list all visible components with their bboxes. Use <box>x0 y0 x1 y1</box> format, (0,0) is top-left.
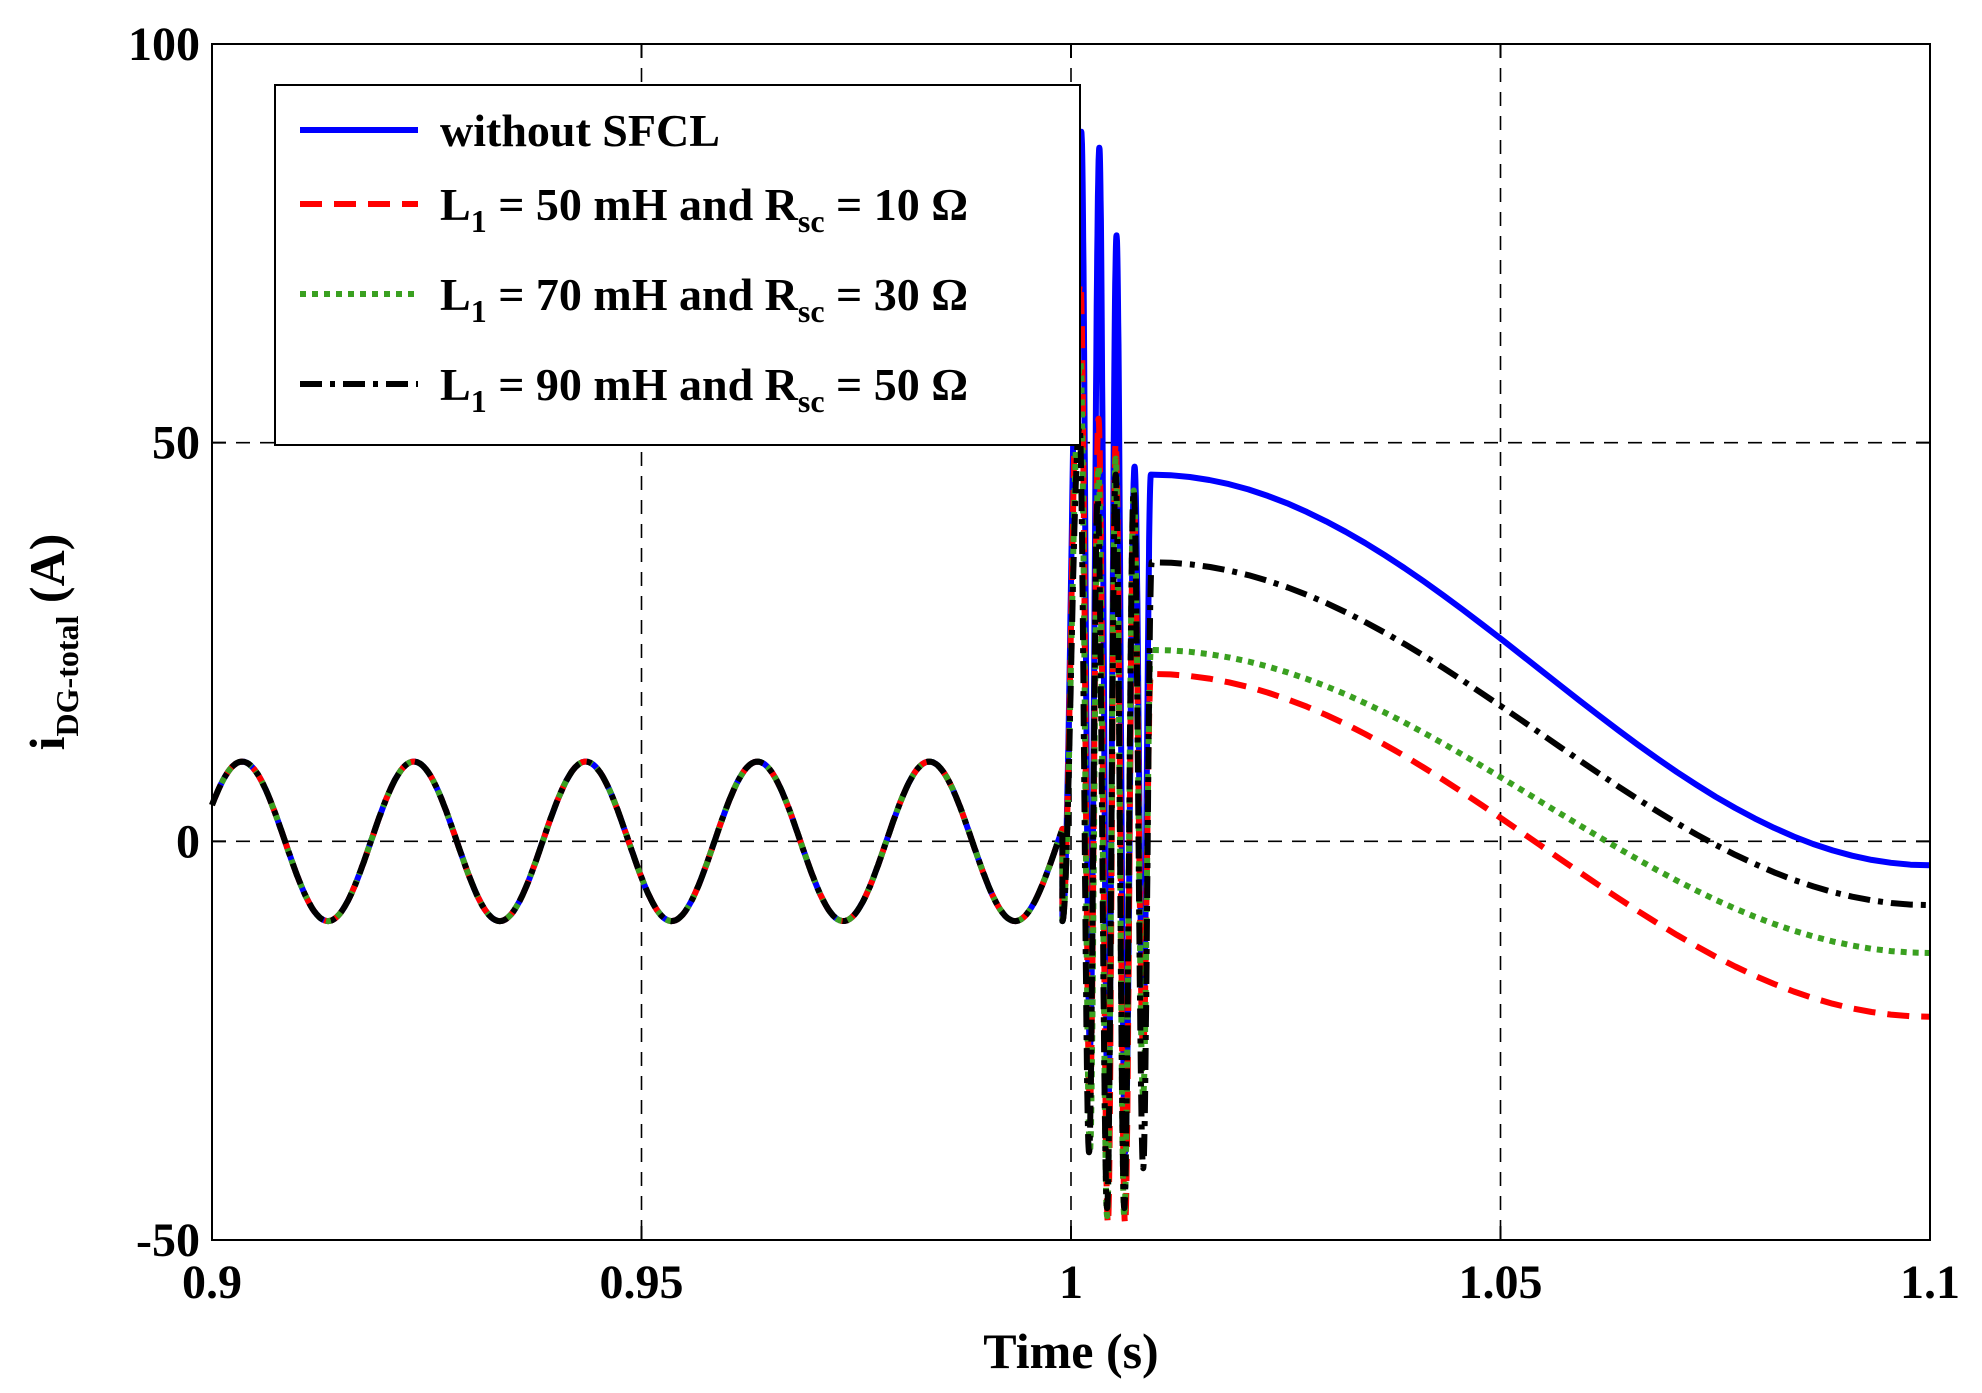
y-axis-label-subscript: DG-total <box>49 615 85 736</box>
legend-70mh-r-sub: sc <box>798 293 825 329</box>
x-tick-label: 1.1 <box>1900 1256 1960 1309</box>
x-axis-label: Time (s) <box>983 1323 1158 1379</box>
legend-50mh-l-sub: 1 <box>471 203 487 239</box>
legend-50mh-l: L <box>440 179 471 230</box>
legend-label-90mh: L1 = 90 mH and Rsc = 50 Ω <box>440 359 968 419</box>
legend-90mh-end: = 50 Ω <box>825 359 969 410</box>
ticks: 0.9 0.95 1 1.05 1.1 -50 0 50 100 <box>128 18 1960 1309</box>
legend-90mh-mid: = 90 mH and R <box>487 359 799 410</box>
x-tick-label: 1.05 <box>1459 1256 1543 1309</box>
legend-90mh-l: L <box>440 359 471 410</box>
y-axis-label: iDG-total (A) <box>19 534 85 751</box>
legend-70mh-l-sub: 1 <box>471 293 487 329</box>
series-lines <box>209 128 1931 1228</box>
x-tick-label: 1 <box>1059 1256 1083 1309</box>
y-tick-label: 100 <box>128 18 200 71</box>
legend-70mh-mid: = 70 mH and R <box>487 269 799 320</box>
legend-box <box>274 84 1081 446</box>
y-axis-label-unit: (A) <box>19 534 75 616</box>
series-line-3 <box>209 423 1931 1212</box>
x-tick-label: 0.9 <box>182 1256 242 1309</box>
legend-50mh-r-sub: sc <box>798 203 825 239</box>
y-tick-label: 0 <box>176 815 200 868</box>
legend-50mh-mid: = 50 mH and R <box>487 179 799 230</box>
legend-90mh-l-sub: 1 <box>471 383 487 419</box>
y-axis-label-main: i <box>19 736 75 750</box>
legend-90mh-r-sub: sc <box>798 383 825 419</box>
legend-70mh-end: = 30 Ω <box>825 269 969 320</box>
y-tick-label: 50 <box>152 417 200 470</box>
y-tick-label: -50 <box>136 1214 200 1267</box>
legend-50mh-end: = 10 Ω <box>825 179 969 230</box>
legend-label-50mh: L1 = 50 mH and Rsc = 10 Ω <box>440 179 968 239</box>
legend-70mh-l: L <box>440 269 471 320</box>
legend-label-without-sfcl: without SFCL <box>440 105 720 156</box>
legend-label-70mh: L1 = 70 mH and Rsc = 30 Ω <box>440 269 968 329</box>
x-tick-label: 0.95 <box>600 1256 684 1309</box>
legend: without SFCL L1 = 50 mH and Rsc = 10 Ω L… <box>274 84 1081 446</box>
